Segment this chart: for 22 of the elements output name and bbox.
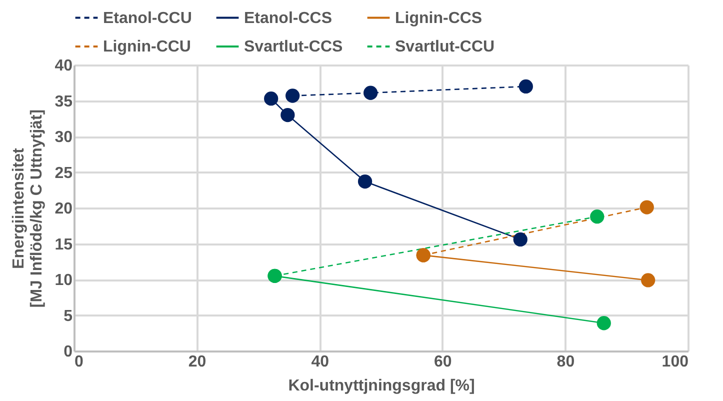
x-tick-label: 80 [556, 354, 575, 370]
legend-label: Svartlut-CCU [395, 38, 495, 56]
x-tick-label: 20 [188, 354, 206, 370]
y-axis-title: Energiintensitet [MJ Inflöde/kg C Uttnytjät] [10, 109, 46, 308]
x-tick-label: 100 [662, 354, 689, 370]
y-tick-label: 10 [54, 272, 73, 289]
y-tick-label: 30 [54, 129, 73, 146]
legend-label: Lignin-CCU [103, 38, 191, 56]
x-tick-label: 60 [434, 354, 452, 370]
x-axis-title: Kol-utnyttjningsgrad [%] [288, 378, 475, 394]
y-tick-label: 40 [54, 58, 73, 74]
legend-label: Etanol-CCU [103, 10, 192, 27]
y-tick-label: 20 [54, 200, 73, 218]
y-tick-label: 35 [54, 93, 73, 110]
y-tick-label: 25 [54, 164, 73, 182]
legend-label: Etanol-CCS [244, 10, 332, 27]
y-tick-label: 15 [54, 236, 73, 254]
x-tick-label: 0 [74, 354, 84, 370]
y-tick-label: 5 [64, 308, 73, 325]
legend-label: Lignin-CCS [395, 10, 482, 27]
x-tick-label: 40 [311, 354, 330, 370]
legend-label: Svartlut-CCS [244, 38, 344, 56]
